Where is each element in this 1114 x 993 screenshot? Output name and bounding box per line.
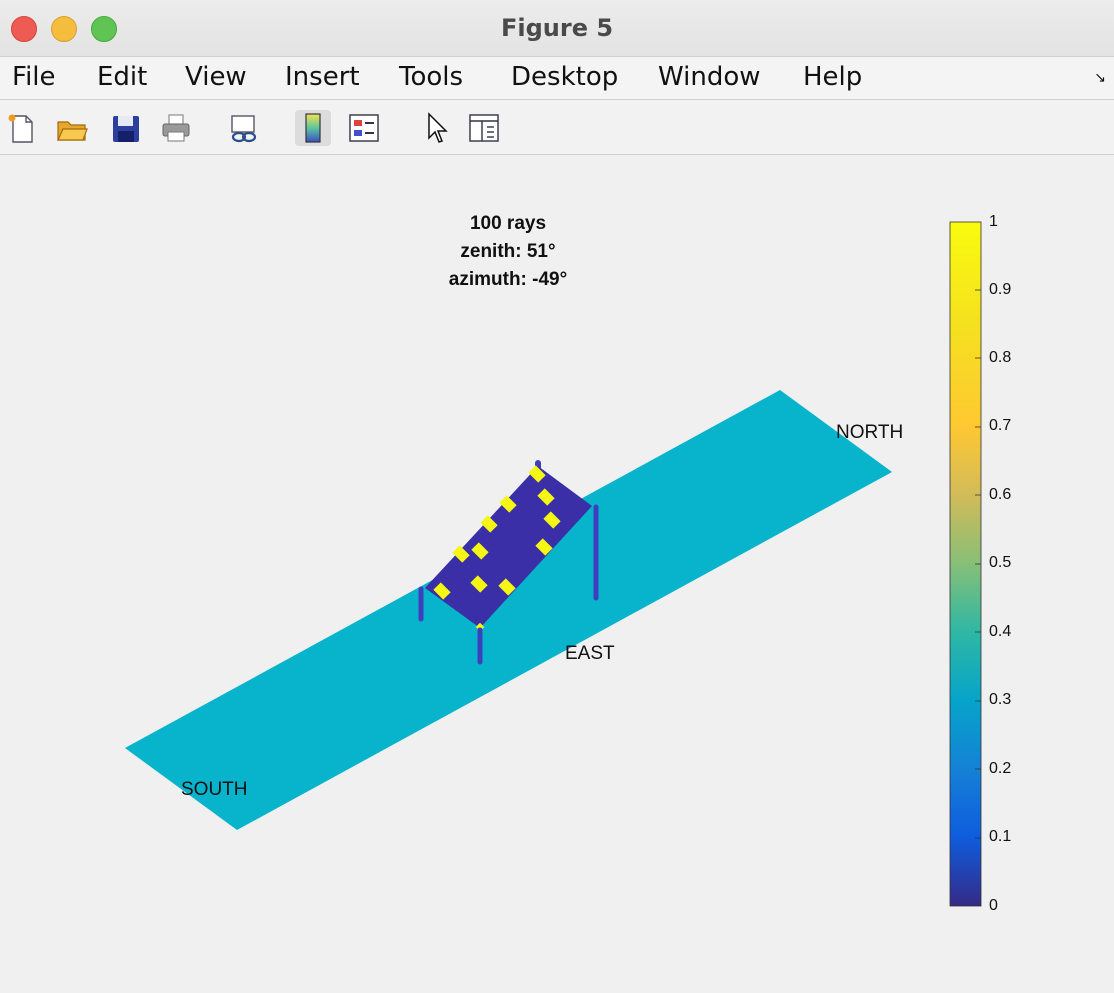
printer-icon — [162, 114, 190, 142]
close-window-button[interactable] — [11, 16, 37, 42]
plot-title-line-1: 100 rays — [469, 213, 547, 234]
ray-hit-patch — [452, 545, 470, 563]
colorbar-tick-label: 0.5 — [989, 554, 1012, 571]
colorbar-tick-label: 0.7 — [989, 417, 1012, 434]
print-button[interactable] — [158, 110, 194, 146]
ray-hit-patch — [471, 542, 489, 560]
east-label: EAST — [565, 643, 615, 664]
insert-legend-button[interactable] — [346, 110, 382, 146]
ground-plane — [125, 390, 892, 830]
north-label: NORTH — [836, 422, 904, 443]
solar-panel — [425, 466, 592, 628]
plot-title-line-3: azimuth: -49° — [448, 269, 568, 290]
minimize-window-button[interactable] — [51, 16, 77, 42]
menu-view[interactable]: View — [185, 62, 247, 92]
property-inspector-icon — [469, 114, 499, 142]
new-figure-button[interactable] — [4, 110, 40, 146]
link-plot-button[interactable] — [226, 110, 262, 146]
colorbar-tick-label: 0.1 — [989, 828, 1012, 845]
window-titlebar: Figure 5 — [0, 0, 1114, 57]
save-button[interactable] — [108, 110, 144, 146]
3d-axes[interactable] — [0, 155, 1114, 993]
menu-window[interactable]: Window — [658, 62, 761, 92]
menu-help[interactable]: Help — [803, 62, 863, 92]
menu-insert[interactable]: Insert — [285, 62, 360, 92]
legend-icon — [349, 114, 379, 142]
figure-canvas[interactable]: 100 rays zenith: 51° azimuth: -49° — [0, 155, 1114, 993]
open-file-button[interactable] — [54, 110, 90, 146]
menu-tools[interactable]: Tools — [399, 62, 464, 92]
menubar-dock-arrow-icon[interactable]: ↘ — [1094, 69, 1106, 85]
menu-file[interactable]: File — [12, 62, 56, 92]
property-inspector-button[interactable] — [466, 110, 502, 146]
window-title: Figure 5 — [500, 14, 614, 42]
colorbar-tick-label: 0.2 — [989, 760, 1012, 777]
insert-colorbar-button[interactable] — [295, 110, 331, 146]
colorbar-tick-label: 0.6 — [989, 486, 1012, 503]
colorbar-tick-label: 0.4 — [989, 623, 1012, 640]
folder-open-icon — [57, 121, 88, 141]
colorbar-tick-label: 0 — [989, 897, 998, 914]
new-file-icon — [8, 114, 33, 143]
ray-hit-patches — [433, 465, 561, 632]
ray-hit-patch — [480, 515, 498, 533]
link-plot-icon — [231, 115, 257, 143]
figure-toolbar — [0, 100, 1114, 155]
colorbar-icon — [305, 113, 321, 143]
ray-hit-patch — [498, 578, 516, 596]
menu-bar: File Edit View Insert Tools Desktop Wind… — [0, 57, 1114, 100]
ray-hit-patch — [470, 575, 488, 593]
edit-plot-button[interactable] — [418, 110, 454, 146]
ray-hit-patch — [543, 511, 561, 529]
ray-hit-patch — [433, 582, 451, 600]
floppy-disk-icon — [113, 116, 139, 142]
ray-hit-patch — [499, 495, 517, 513]
pointer-arrow-icon — [428, 112, 448, 143]
south-label: SOUTH — [181, 779, 248, 795]
colorbar-tick-marks — [975, 289, 981, 839]
menu-edit[interactable]: Edit — [97, 62, 148, 92]
plot-title-line-2: zenith: 51° — [460, 241, 556, 262]
maximize-window-button[interactable] — [91, 16, 117, 42]
ray-hit-patch — [528, 465, 546, 483]
colorbar-tick-label: 0.3 — [989, 691, 1012, 708]
ray-hit-patch — [535, 538, 553, 556]
menu-desktop[interactable]: Desktop — [511, 62, 619, 92]
colorbar-tick-label: 1 — [989, 213, 998, 230]
ray-hit-patch — [537, 488, 555, 506]
colorbar-tick-label: 0.8 — [989, 349, 1012, 366]
colorbar-tick-label: 0.9 — [989, 281, 1012, 298]
